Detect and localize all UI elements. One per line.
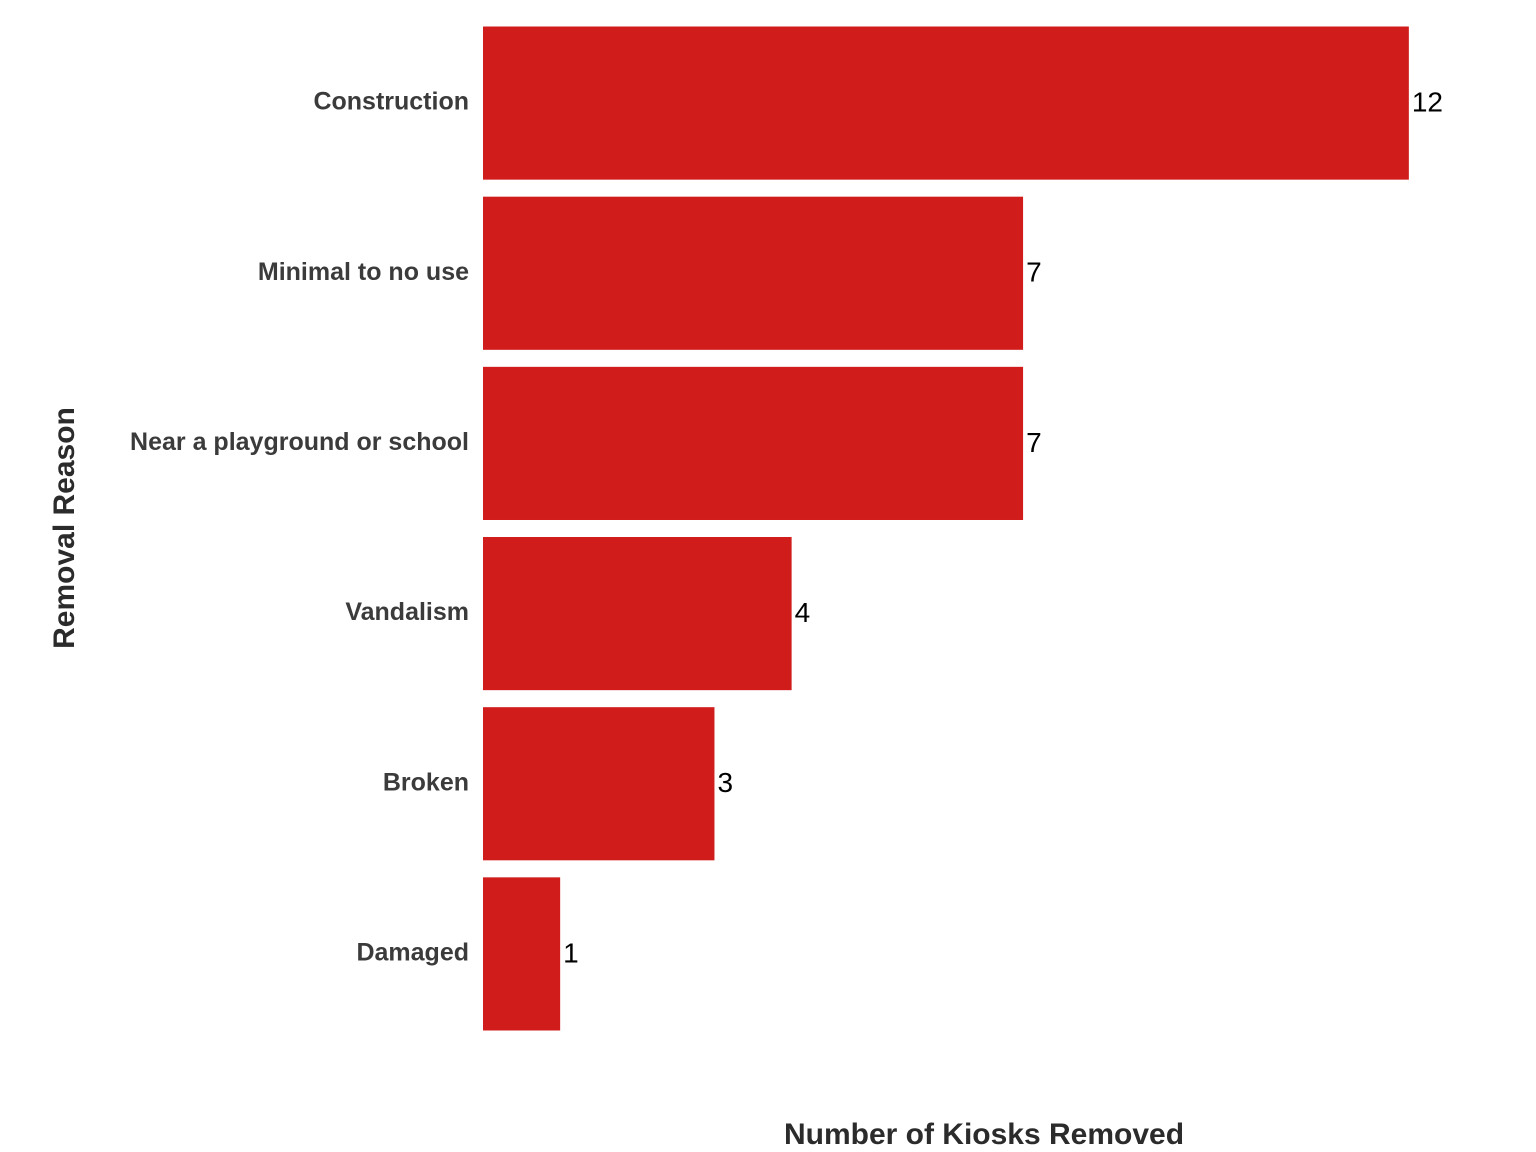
bar	[483, 707, 715, 861]
bar	[483, 537, 792, 691]
bar	[483, 366, 1024, 520]
y-tick-label: Construction	[313, 88, 469, 116]
value-label: 3	[717, 767, 733, 798]
y-tick-label: Near a playground or school	[130, 428, 469, 456]
x-axis-title: Number of Kiosks Removed	[784, 1118, 1184, 1151]
y-axis-title: Removal Reason	[48, 407, 81, 649]
y-tick-label: Minimal to no use	[258, 258, 469, 286]
value-label: 12	[1412, 86, 1443, 117]
bar	[483, 196, 1024, 350]
value-label: 7	[1026, 257, 1042, 288]
y-tick-label: Vandalism	[345, 598, 469, 626]
value-label: 1	[563, 937, 579, 968]
value-label: 7	[1026, 427, 1042, 458]
bar	[483, 26, 1409, 180]
value-label: 4	[795, 597, 811, 628]
y-tick-label: Damaged	[356, 939, 469, 967]
y-tick-label: Broken	[383, 768, 469, 796]
bar	[483, 877, 561, 1031]
